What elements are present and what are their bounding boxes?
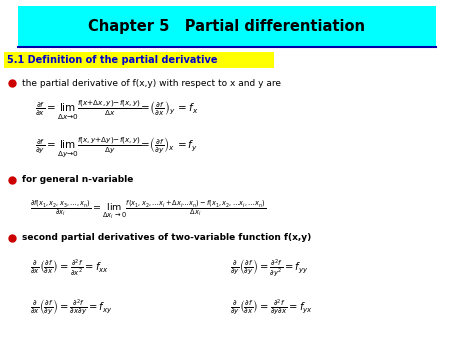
Text: second partial derivatives of two-variable function f(x,y): second partial derivatives of two-variab… (22, 234, 311, 242)
Text: the partial derivative of f(x,y) with respect to x and y are: the partial derivative of f(x,y) with re… (22, 78, 281, 88)
Text: 5.1 Definition of the partial derivative: 5.1 Definition of the partial derivative (7, 55, 217, 65)
Text: $\frac{\partial}{\partial y}\left(\frac{\partial f}{\partial y}\right)= \frac{\p: $\frac{\partial}{\partial y}\left(\frac{… (230, 257, 309, 279)
Text: $\frac{\partial}{\partial y}\left(\frac{\partial f}{\partial x}\right)= \frac{\p: $\frac{\partial}{\partial y}\left(\frac{… (230, 297, 313, 317)
Text: $\frac{\partial f}{\partial y} = \lim_{\Delta y \to 0}\frac{f(x, y+\Delta y) - f: $\frac{\partial f}{\partial y} = \lim_{\… (35, 135, 198, 159)
Text: Chapter 5   Partial differentiation: Chapter 5 Partial differentiation (89, 19, 365, 33)
FancyBboxPatch shape (4, 52, 274, 68)
Text: $\frac{\partial}{\partial x}\left(\frac{\partial f}{\partial x}\right)= \frac{\p: $\frac{\partial}{\partial x}\left(\frac{… (30, 258, 109, 279)
Text: $\frac{\partial f(x_1, x_2, x_3,\ldots, x_n)}{\partial x_i}= \lim_{\Delta x_i \t: $\frac{\partial f(x_1, x_2, x_3,\ldots, … (30, 199, 266, 221)
Text: $\frac{\partial f}{\partial x} = \lim_{\Delta x \to 0}\frac{f(x+\Delta x, y) - f: $\frac{\partial f}{\partial x} = \lim_{\… (35, 98, 198, 122)
Text: $\frac{\partial}{\partial x}\left(\frac{\partial f}{\partial y}\right)= \frac{\p: $\frac{\partial}{\partial x}\left(\frac{… (30, 297, 112, 317)
FancyBboxPatch shape (18, 6, 436, 46)
Text: for general n-variable: for general n-variable (22, 175, 133, 185)
